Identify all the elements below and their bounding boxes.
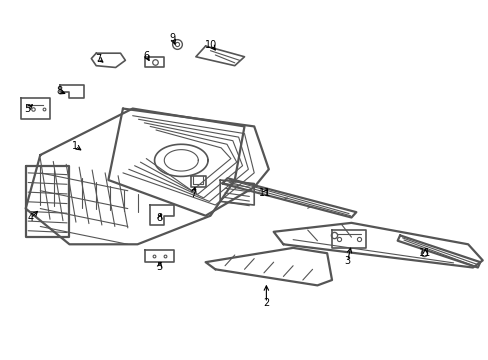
Text: 5: 5 xyxy=(24,104,30,114)
Text: 11: 11 xyxy=(258,188,270,198)
Text: 11: 11 xyxy=(418,248,430,258)
Text: 10: 10 xyxy=(205,40,217,50)
Text: 8: 8 xyxy=(157,213,163,223)
Text: 7: 7 xyxy=(190,189,196,199)
Text: 6: 6 xyxy=(143,51,149,61)
Text: 7: 7 xyxy=(95,54,102,64)
Text: 2: 2 xyxy=(263,298,269,308)
Text: 9: 9 xyxy=(169,33,175,43)
Text: 4: 4 xyxy=(27,213,34,223)
Text: 8: 8 xyxy=(57,86,62,96)
Text: 5: 5 xyxy=(156,262,162,272)
Text: 1: 1 xyxy=(72,141,78,151)
Text: 3: 3 xyxy=(344,256,350,266)
